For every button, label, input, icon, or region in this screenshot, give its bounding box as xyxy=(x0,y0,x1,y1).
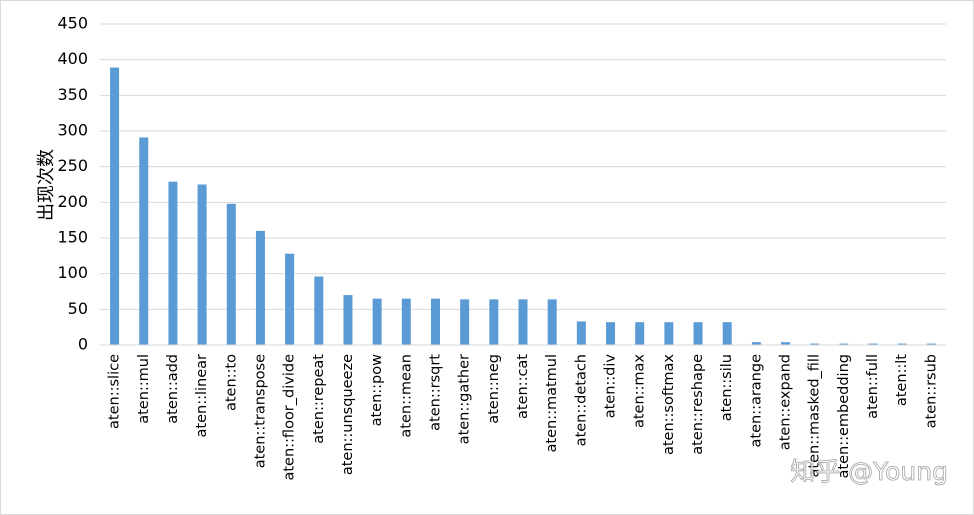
bar xyxy=(781,342,791,345)
x-tick-label: aten::div xyxy=(603,354,619,419)
bar xyxy=(518,299,528,345)
watermark: 知乎 @Young xyxy=(790,457,948,486)
bar xyxy=(693,322,703,345)
x-tick-label: aten::embedding xyxy=(836,354,852,478)
x-tick-label: aten::detach xyxy=(573,354,589,446)
bar xyxy=(489,299,499,345)
y-tick-label: 400 xyxy=(57,49,88,68)
bar xyxy=(372,298,382,345)
y-tick-label: 300 xyxy=(57,121,88,140)
bar xyxy=(868,343,878,345)
bar xyxy=(606,322,616,345)
y-tick-label: 0 xyxy=(78,335,88,354)
y-tick-label: 450 xyxy=(57,14,88,33)
bar xyxy=(926,343,936,345)
x-tick-label: aten::rsub xyxy=(923,354,939,428)
x-tick-label: aten::neg xyxy=(486,354,502,424)
gridlines xyxy=(100,23,946,310)
x-tick-label: aten::to xyxy=(223,354,239,411)
y-tick-label: 100 xyxy=(57,263,88,282)
bar xyxy=(197,184,207,345)
x-tick-label: aten::unsqueeze xyxy=(340,354,356,475)
y-tick-label: 50 xyxy=(68,299,88,318)
bar xyxy=(897,343,907,345)
x-tick-label: aten::masked_fill xyxy=(807,354,823,477)
y-tick-label: 200 xyxy=(57,192,88,211)
bar xyxy=(401,298,411,345)
x-axis-ticks: aten::slice aten::mul aten::add aten::linea… xyxy=(107,354,940,481)
x-tick-label: aten::mean xyxy=(398,354,414,438)
x-tick-label: aten::pow xyxy=(369,354,385,427)
bar xyxy=(722,322,732,345)
bar xyxy=(664,322,674,345)
x-tick-label: aten::lt xyxy=(894,354,910,406)
bar xyxy=(460,299,470,345)
bar xyxy=(314,276,324,345)
y-tick-label: 150 xyxy=(57,228,88,247)
y-tick-label: 350 xyxy=(57,85,88,104)
bar xyxy=(547,299,557,345)
x-tick-label: aten::full xyxy=(865,354,881,419)
x-tick-label: aten::floor_divide xyxy=(282,354,298,481)
x-tick-label: aten::transpose xyxy=(252,354,268,468)
x-tick-label: aten::arange xyxy=(748,354,764,448)
y-axis-label: 出现次数 xyxy=(36,149,57,221)
x-tick-label: aten::reshape xyxy=(690,354,706,455)
x-tick-label: aten::linear xyxy=(194,354,210,438)
bar xyxy=(751,342,761,345)
x-tick-label: aten::softmax xyxy=(661,354,677,455)
bar xyxy=(226,203,236,345)
x-tick-label: aten::repeat xyxy=(311,354,327,444)
x-tick-label: aten::max xyxy=(632,354,648,428)
x-tick-label: aten::mul xyxy=(136,354,152,424)
x-tick-label: aten::matmul xyxy=(544,354,560,453)
bar xyxy=(839,343,849,345)
x-tick-label: aten::silu xyxy=(719,354,735,421)
bar xyxy=(430,298,440,345)
x-tick-label: aten::gather xyxy=(457,354,473,444)
x-tick-label: aten::add xyxy=(165,354,181,424)
bar xyxy=(255,230,265,345)
bars xyxy=(110,67,936,345)
y-axis-ticks: 0 50 100 150 200 250 300 350 400 450 xyxy=(57,14,88,354)
x-tick-label: aten::expand xyxy=(778,354,794,450)
x-tick-label: aten::cat xyxy=(515,354,531,419)
x-tick-label: aten::rsqrt xyxy=(427,354,443,431)
bar xyxy=(285,253,295,345)
bar xyxy=(168,181,178,345)
y-tick-label: 250 xyxy=(57,156,88,175)
bar xyxy=(139,137,149,345)
x-tick-label: aten::slice xyxy=(107,354,123,429)
bar xyxy=(635,322,645,345)
bar xyxy=(810,343,820,345)
bar xyxy=(576,321,586,345)
bar xyxy=(110,67,120,345)
bar xyxy=(343,295,353,345)
